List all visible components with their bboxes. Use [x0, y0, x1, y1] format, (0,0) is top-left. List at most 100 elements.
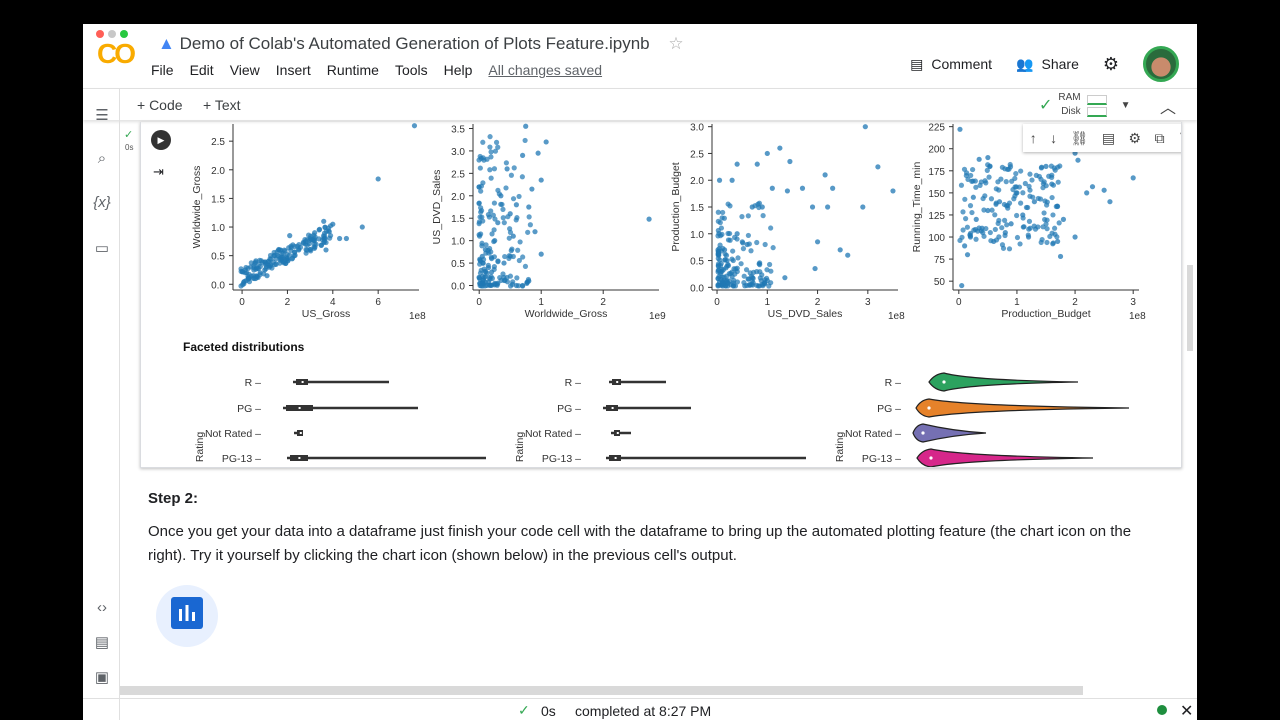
folder-icon[interactable]: ▭ [94, 240, 110, 257]
scatter-point [719, 231, 725, 237]
category-label: Not Rated – [845, 428, 901, 440]
rating-axis-label: Rating [194, 432, 206, 463]
scatter-point [532, 229, 538, 235]
menu-edit[interactable]: Edit [189, 62, 214, 78]
close-window-button[interactable] [96, 30, 104, 38]
add-text-button[interactable]: + Text [203, 97, 241, 113]
comment-cell-icon[interactable]: ▤ [1101, 129, 1116, 146]
add-code-button[interactable]: + Code [137, 97, 183, 113]
run-cell-button[interactable]: ▶ [151, 130, 171, 150]
scatter-point [741, 279, 747, 286]
x-tick-label: 0 [956, 297, 962, 308]
menu-help[interactable]: Help [443, 62, 473, 78]
scatter-point [1017, 241, 1023, 247]
box-median [299, 432, 302, 434]
scatter-point [962, 196, 968, 202]
vertical-scrollbar[interactable] [1187, 265, 1193, 351]
save-status[interactable]: All changes saved [488, 62, 603, 78]
scatter-point [1057, 253, 1064, 260]
maximize-window-button[interactable] [120, 30, 128, 38]
scatter-point [999, 164, 1005, 170]
scatter-point [722, 257, 728, 263]
output-actions-icon[interactable]: ⇥ [153, 164, 164, 179]
scatter-point [506, 235, 512, 241]
scatter-point [985, 154, 991, 161]
scatter-point [984, 167, 990, 173]
cell-settings-gear-icon[interactable]: ⚙ [1128, 129, 1142, 146]
menu-insert[interactable]: Insert [275, 62, 311, 78]
scatter-point [492, 216, 498, 222]
menu-file[interactable]: File [151, 62, 174, 78]
scatter-point [519, 174, 525, 180]
scatter-point [477, 258, 484, 264]
variables-icon[interactable]: {x} [93, 194, 111, 211]
menu-runtime[interactable]: Runtime [326, 62, 379, 78]
category-label: PG – [237, 403, 261, 415]
scatter-point [720, 267, 727, 273]
scatter-point [1018, 168, 1024, 174]
scatter-point [263, 266, 269, 272]
notebook-title-text[interactable]: Demo of Colab's Automated Generation of … [179, 34, 650, 53]
scatter-point [960, 227, 966, 233]
move-up-icon[interactable]: ↑ [1029, 130, 1037, 146]
scatter-point [732, 234, 738, 240]
chart-icon-button[interactable] [156, 585, 218, 647]
y-tick-label: 225 [928, 123, 945, 134]
scatter-point [961, 166, 968, 172]
scatter-point [509, 281, 515, 287]
scatter-point [267, 252, 274, 259]
colab-logo[interactable]: CO [97, 38, 136, 69]
notebook-title[interactable]: ▲ Demo of Colab's Automated Generation o… [158, 34, 684, 54]
x-tick-label: 1 [538, 297, 544, 308]
scatter-point [1050, 182, 1057, 188]
terminal-icon[interactable]: ▣ [94, 669, 110, 686]
ram-bar [1086, 95, 1107, 105]
y-tick-label: 1.0 [211, 223, 225, 234]
box-median [298, 457, 301, 459]
table-of-contents-icon[interactable]: ☰ [95, 107, 109, 124]
horizontal-scrollbar[interactable] [120, 686, 1083, 695]
scatter-point [1001, 217, 1008, 223]
search-icon[interactable]: ⌕ [97, 150, 107, 167]
y-tick-label: 2.0 [451, 192, 465, 203]
link-icon[interactable]: ⛓ [1070, 129, 1089, 146]
comment-button[interactable]: ▤ Comment [910, 56, 992, 73]
settings-gear-icon[interactable]: ⚙ [1102, 53, 1119, 74]
delete-trash-icon[interactable]: 🗑 [1178, 130, 1181, 147]
scatter-point [890, 188, 896, 194]
scatter-point [481, 274, 487, 280]
y-tick-label: 1.0 [690, 230, 704, 241]
dropdown-icon[interactable]: ▼ [1120, 99, 1131, 111]
code-snippets-icon[interactable]: ‹› [97, 599, 107, 616]
resources-indicator[interactable]: ✓ RAM Disk ▼ [1039, 91, 1131, 119]
share-button[interactable]: 👥 Share [1016, 56, 1079, 73]
minimize-window-button[interactable] [108, 30, 116, 38]
x-tick-label: 2 [1072, 297, 1078, 308]
scatter-point [971, 227, 977, 233]
scatter-point [498, 277, 504, 283]
scatter-point [292, 243, 298, 250]
scatter-point [343, 235, 350, 242]
status-completed[interactable]: completed at 8:27 PM [575, 703, 712, 719]
mirror-cell-icon[interactable]: ⧉ [1154, 129, 1165, 146]
scatter-point [503, 160, 509, 166]
scatter-point [745, 232, 751, 239]
x-axis-label: US_DVD_Sales [768, 308, 843, 320]
move-down-icon[interactable]: ↓ [1050, 130, 1058, 146]
y-tick-label: 2.0 [211, 166, 225, 177]
scatter-point [269, 265, 275, 271]
y-axis-label: Worldwide_Gross [191, 166, 203, 249]
scatter-point [715, 209, 721, 215]
menu-view[interactable]: View [229, 62, 260, 78]
command-palette-icon[interactable]: ▤ [94, 634, 110, 651]
scatter-point [715, 263, 722, 269]
close-status-icon[interactable]: ✕ [1180, 703, 1194, 720]
menu-tools[interactable]: Tools [394, 62, 428, 78]
collapse-chevron-up-icon[interactable]: ︿ [1160, 100, 1177, 117]
star-icon[interactable]: ☆ [668, 34, 684, 53]
x-tick-label: 1 [765, 297, 771, 308]
avatar[interactable] [1143, 46, 1179, 82]
x-tick-label: 0 [239, 297, 245, 308]
x-tick-label: 2 [285, 297, 291, 308]
connected-check-icon: ✓ [1039, 97, 1053, 114]
